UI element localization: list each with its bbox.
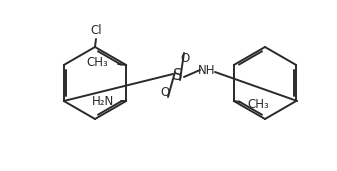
Text: S: S [173, 69, 183, 83]
Text: H₂N: H₂N [92, 95, 114, 108]
Text: O: O [160, 87, 170, 100]
Text: CH₃: CH₃ [248, 97, 270, 110]
Text: NH: NH [198, 64, 216, 77]
Text: CH₃: CH₃ [86, 56, 108, 69]
Text: Cl: Cl [90, 24, 102, 37]
Text: O: O [180, 51, 190, 64]
